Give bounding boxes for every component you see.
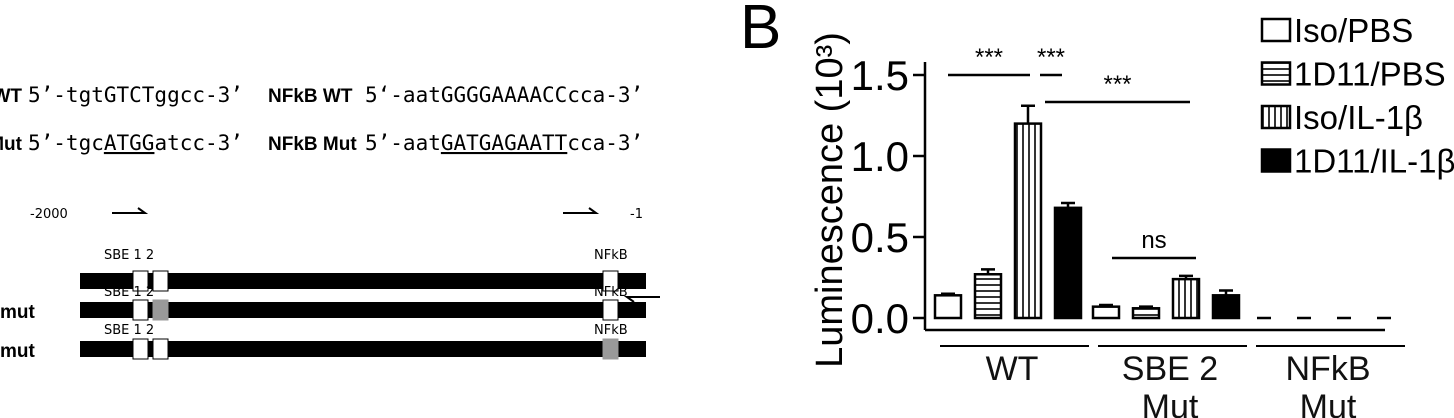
seq-label: NFkB Mut <box>268 134 357 155</box>
bar <box>1013 122 1043 320</box>
mutated-site <box>152 299 169 321</box>
x-category-label: NFkB Mut <box>1285 350 1371 418</box>
site-box <box>132 270 149 292</box>
legend-swatch <box>1260 104 1292 130</box>
error-bar <box>1099 303 1113 307</box>
construct: mut SBE 1 2 NFkB <box>0 323 646 362</box>
legend-swatch <box>1260 148 1292 173</box>
legend-label: Iso/IL-1β <box>1294 99 1423 136</box>
bar <box>1091 305 1121 320</box>
construct: SBE 1 2 NFkB <box>80 248 646 292</box>
legend-label: Iso/PBS <box>1294 12 1413 49</box>
sequence: 5’-tgtGTCTggcc-3’ <box>28 83 243 107</box>
site-box <box>602 299 619 321</box>
seq-part: 5’-aat <box>365 131 441 155</box>
panel-label: B <box>740 0 781 62</box>
seq-part: atcc-3’ <box>154 131 243 155</box>
seq-part: 5’-tgtGTCTggcc-3’ <box>28 83 243 107</box>
significance-label: *** <box>1103 71 1131 98</box>
bar <box>1211 294 1241 320</box>
seq-label: NFkB WT <box>268 86 353 107</box>
bar <box>933 294 963 320</box>
error-bar <box>981 268 995 275</box>
position-label: -2000 <box>30 207 68 222</box>
y-tick-label: 1.0 <box>851 133 909 180</box>
bar <box>973 273 1003 320</box>
sequence: 5’-tgcATGGatcc-3’ <box>28 131 243 155</box>
nfkb-label: NFkB <box>594 285 628 300</box>
sbe-label: SBE 1 2 <box>104 248 154 263</box>
error-bar <box>1021 104 1035 124</box>
site-box <box>132 299 149 321</box>
error-bar <box>1139 305 1153 309</box>
sequence: 5‘-aatGGGGAAAACCcca-3’ <box>365 83 643 107</box>
site-box <box>602 270 619 292</box>
error-bar <box>1061 201 1075 208</box>
sequence: 5’-aatGATGAGAATTcca-3’ <box>365 131 643 155</box>
x-category-label: SBE 2 Mut <box>1121 350 1219 418</box>
significance-label: *** <box>1037 44 1065 71</box>
significance-label: ns <box>1141 227 1166 254</box>
mutated-site <box>602 338 619 360</box>
y-tick-label: 0.0 <box>851 295 909 342</box>
nfkb-label: NFkB <box>594 248 628 263</box>
bar <box>1131 307 1161 320</box>
bar <box>1171 277 1201 320</box>
seq-part: 5‘-aatGGGGAAAACCcca-3’ <box>365 83 643 107</box>
sbe-label: SBE 1 2 <box>104 285 154 300</box>
legend-swatch <box>1260 17 1292 43</box>
seq-label: WT <box>0 86 22 107</box>
error-bar <box>1179 274 1193 280</box>
seq-part: cca-3’ <box>567 131 643 155</box>
error-bar <box>1219 289 1233 296</box>
error-bar <box>941 292 955 296</box>
x-category-label: WT <box>985 350 1039 388</box>
seq-part: GATGAGAATT <box>441 131 568 155</box>
seq-part: 5’-tgc <box>28 131 104 155</box>
bar <box>1053 206 1083 320</box>
site-box <box>152 338 169 360</box>
promoter-bar <box>80 302 646 318</box>
site-box <box>152 270 169 292</box>
seq-part: ATGG <box>104 131 155 155</box>
construct-label: mut <box>0 302 36 323</box>
legend-swatch <box>1260 61 1292 86</box>
promoter-bar <box>80 273 646 289</box>
promoter-bar <box>80 341 646 357</box>
nfkb-label: NFkB <box>594 323 628 338</box>
legend-label: 1D11/PBS <box>1294 56 1446 93</box>
y-tick-label: 1.5 <box>851 52 909 99</box>
position-label: -1 <box>630 207 643 222</box>
site-box <box>132 338 149 360</box>
construct: mut SBE 1 2 NFkB <box>0 285 646 323</box>
significance-label: *** <box>975 44 1003 71</box>
seq-label: Mut <box>0 134 23 155</box>
y-tick-label: 0.5 <box>851 214 909 261</box>
legend-label: 1D11/IL-1β <box>1294 143 1454 180</box>
construct-label: mut <box>0 341 36 362</box>
y-axis-label: Luminescence (10³) <box>809 32 851 368</box>
sbe-label: SBE 1 2 <box>104 323 154 338</box>
